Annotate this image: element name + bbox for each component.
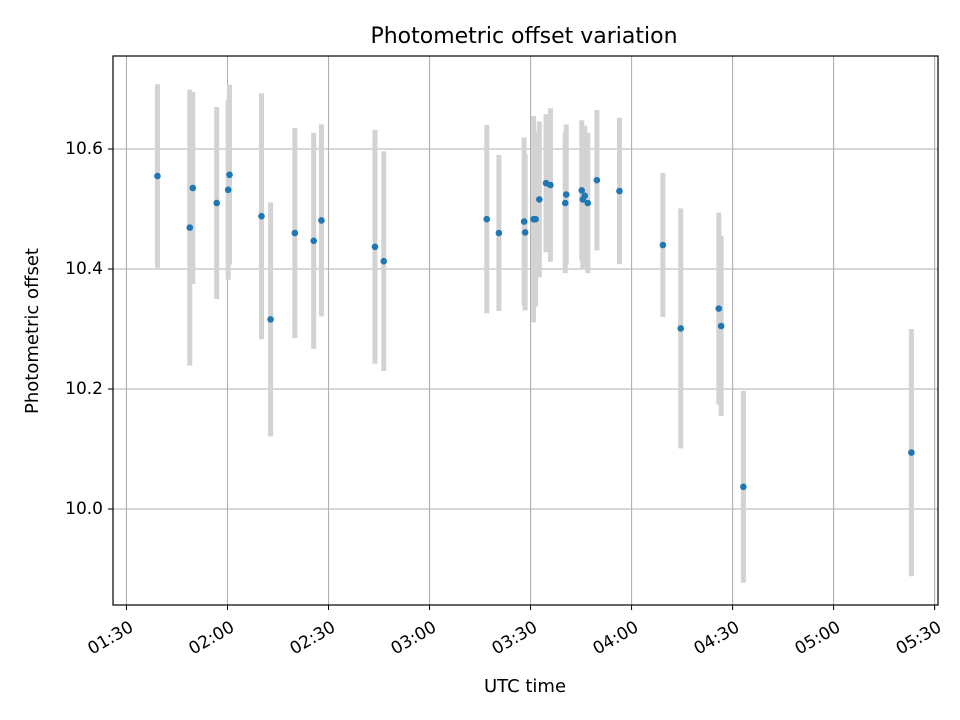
- data-point: [593, 176, 601, 184]
- data-point: [520, 218, 528, 225]
- data-point: [318, 217, 325, 224]
- data-point: [532, 215, 539, 223]
- y-axis: 10.0 10.2 10.4 10.6: [65, 139, 113, 519]
- data-point: [267, 316, 274, 323]
- data-point: [562, 191, 570, 198]
- data-point: [371, 243, 379, 251]
- data-point: [740, 483, 747, 491]
- data-point: [380, 257, 388, 265]
- y-axis-label: Photometric offset: [22, 248, 43, 414]
- data-point: [715, 305, 723, 312]
- x-axis-label: UTC time: [484, 676, 566, 697]
- data-point: [213, 199, 221, 207]
- y-tick-label: 10.6: [65, 139, 103, 159]
- y-tick-label: 10.0: [65, 499, 103, 519]
- data-point: [616, 187, 623, 195]
- data-point: [258, 212, 265, 220]
- data-point: [561, 199, 569, 207]
- data-point: [717, 322, 725, 330]
- y-tick-label: 10.4: [65, 259, 103, 279]
- data-point: [224, 186, 232, 194]
- data-point: [581, 192, 589, 200]
- data-point: [536, 196, 543, 203]
- data-points: [154, 171, 915, 491]
- y-tick-label: 10.2: [65, 379, 103, 399]
- data-point: [908, 449, 915, 456]
- data-point: [659, 241, 667, 249]
- data-point: [186, 224, 194, 231]
- data-point: [578, 187, 586, 194]
- data-point: [310, 237, 317, 245]
- data-point: [677, 325, 685, 332]
- data-point: [226, 171, 233, 179]
- data-point: [584, 199, 592, 207]
- data-point: [483, 215, 491, 223]
- data-point: [547, 181, 554, 189]
- data-point: [154, 172, 161, 180]
- chart-title: Photometric offset variation: [370, 24, 677, 49]
- data-point: [495, 229, 503, 237]
- data-point: [189, 184, 197, 192]
- data-point: [291, 229, 299, 237]
- data-point: [521, 229, 529, 236]
- plot-frame: [112, 55, 939, 606]
